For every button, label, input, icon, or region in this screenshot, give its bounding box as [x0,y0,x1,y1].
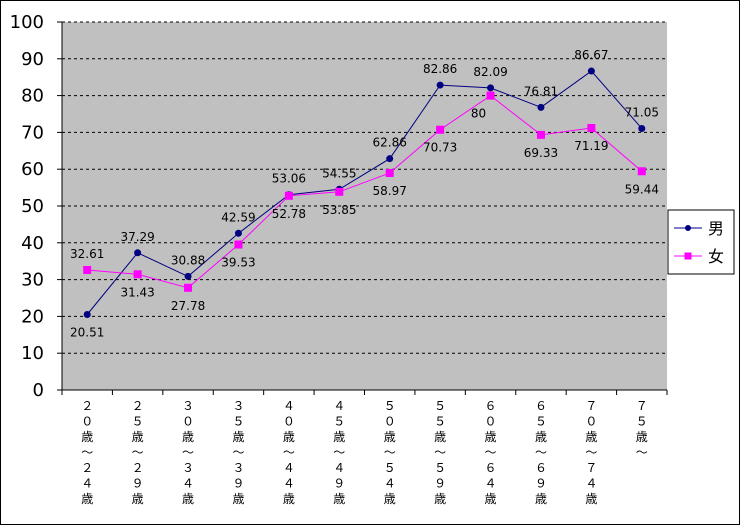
data-label-male: 20.51 [70,326,104,340]
data-point-female [284,191,293,200]
x-axis-ticks: ２０歳～２４歳 ２５歳～２９歳 ３０歳～３４歳 ３５歳～３９歳 ４０歳～４４歳 ４５歳～４… [61,390,668,506]
data-label-female: 69.33 [524,146,558,160]
y-tick-label: 100 [10,12,44,33]
data-point-male [537,103,545,111]
data-label-male: 30.88 [171,253,205,267]
y-tick-label: 70 [21,122,44,143]
data-point-male [234,229,242,237]
data-point-male [184,272,192,280]
legend-box [667,209,735,275]
legend-label-female: 女 [708,247,724,266]
y-tick-label: 90 [21,49,44,70]
y-tick-label: 40 [21,233,44,254]
data-point-female [83,265,92,274]
data-label-female: 53.85 [322,203,356,217]
series-line-female [87,94,643,289]
data-label-female: 58.97 [373,184,407,198]
data-label-female: 70.73 [423,141,457,155]
x-tick-label: ３５歳～３９歳 [232,399,244,506]
x-tick-label: ２０歳～２４歳 [81,399,93,506]
data-label-male: 71.05 [625,106,659,120]
x-tick-label: ３０歳～３４歳 [182,399,194,506]
x-tick-label: ２５歳～２９歳 [132,399,144,506]
x-tick-label: ４５歳～４９歳 [333,399,345,506]
series-line-male [86,70,643,315]
y-tick-label: 60 [21,159,44,180]
data-point-female [234,240,243,249]
y-tick-label: 50 [21,196,44,217]
data-point-female [436,125,445,134]
data-label-male: 82.86 [423,62,457,76]
data-label-female: 71.19 [574,139,608,153]
data-label-female: 80 [471,107,486,121]
data-point-female [335,187,344,196]
data-point-male [436,81,444,89]
x-tick-label: ７５歳～ [636,399,648,460]
data-point-female [486,91,495,100]
x-tick-label: ４０歳～４４歳 [283,399,295,506]
data-label-male: 54.55 [322,166,356,180]
y-tick-label: 0 [33,380,44,401]
data-point-female [536,130,545,139]
x-tick-label: ７０歳～７４歳 [585,399,597,506]
data-point-female [637,167,646,176]
x-tick-label: ６０歳～６４歳 [485,399,497,506]
x-tick-label: ５５歳～５９歳 [434,399,446,506]
y-axis-ticks: 0 10 20 30 40 50 60 70 80 90 100 [10,12,62,401]
data-label-female: 31.43 [120,285,154,299]
y-tick-label: 30 [21,270,44,291]
gridlines [62,21,667,354]
data-label-male: 42.59 [221,210,255,224]
data-point-female [133,270,142,279]
data-label-male: 62.86 [373,136,407,150]
data-label-male: 76.81 [524,84,558,98]
data-point-male [134,249,142,257]
data-label-male: 53.06 [272,172,306,186]
data-point-female [385,168,394,177]
data-point-male [638,125,646,133]
y-tick-label: 80 [21,86,44,107]
data-point-female [184,283,193,292]
data-point-female [587,124,596,133]
data-point-male [587,67,595,75]
data-label-male: 82.09 [473,65,507,79]
data-label-male: 37.29 [120,230,154,244]
data-label-female: 39.53 [221,256,255,270]
data-labels: 20.51 37.29 30.88 42.59 53.06 54.55 62.86 82.86… [70,48,659,339]
x-tick-label: ６５歳～６９歳 [535,399,547,506]
x-tick-label: ５０歳～５４歳 [384,399,396,506]
data-label-male: 86.67 [574,48,608,62]
series [83,67,646,319]
data-point-male [83,311,91,319]
legend: 男女 [667,209,735,275]
legend-marker-male [685,225,691,231]
data-label-female: 52.78 [272,207,306,221]
data-label-female: 59.44 [625,182,659,196]
data-label-female: 32.61 [70,247,104,261]
data-point-male [487,84,495,92]
data-point-male [386,155,394,163]
y-tick-label: 20 [21,306,44,327]
y-tick-label: 10 [21,343,44,364]
legend-marker-female [684,252,692,260]
legend-label-male: 男 [708,219,724,238]
data-label-female: 27.78 [171,299,205,313]
